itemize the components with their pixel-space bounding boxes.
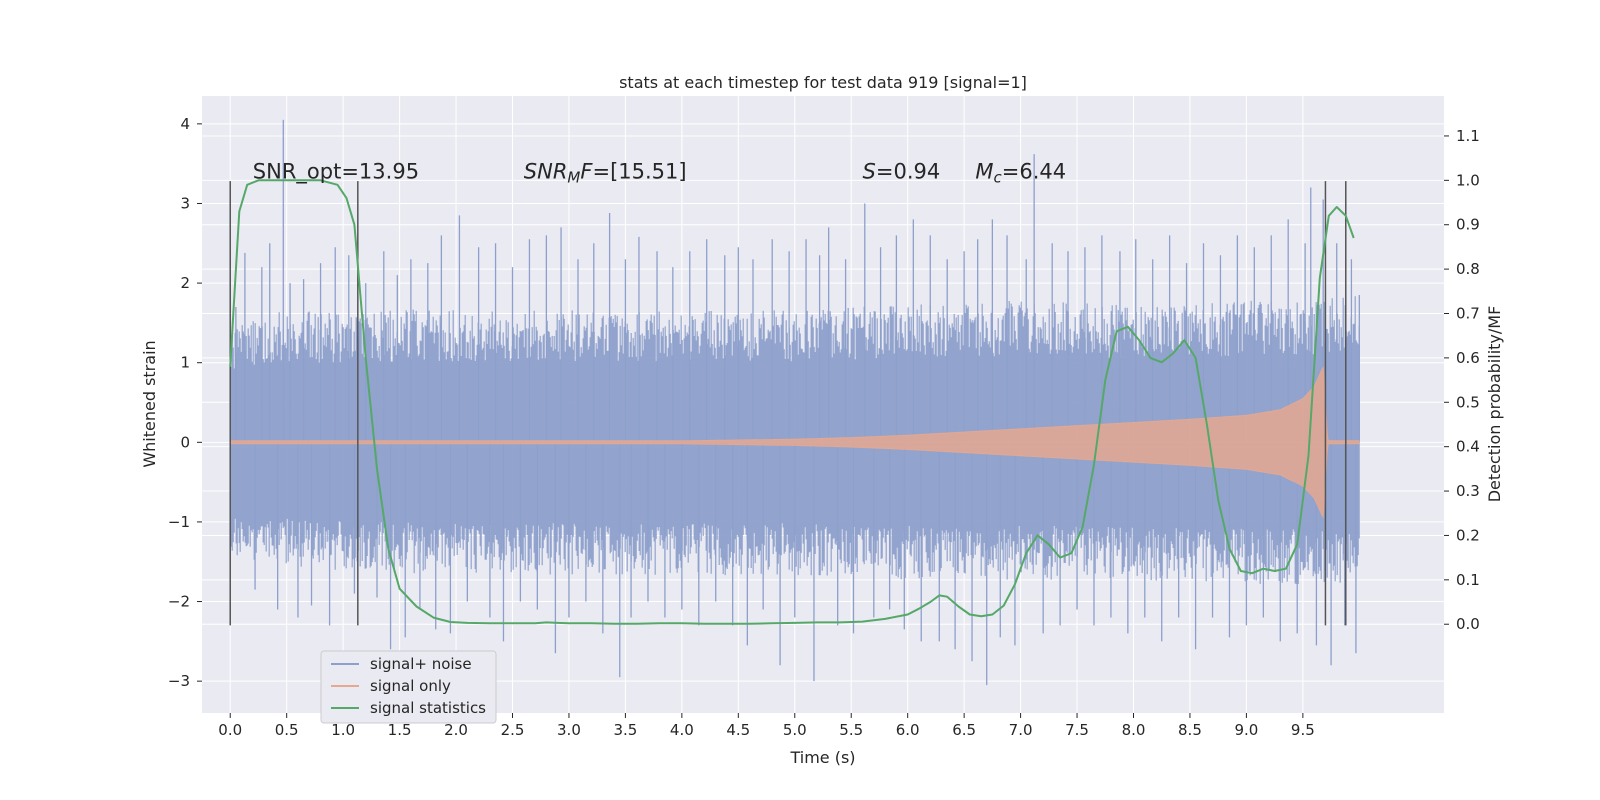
x-tick-label: 8.5 [1178,721,1202,739]
chart-title: stats at each timestep for test data 919… [619,73,1027,92]
signal-envelope [229,366,1360,519]
y-tick-label: 2 [180,274,190,292]
annotation: SNR_opt=13.95 [253,159,419,184]
series-signal-only [229,366,1360,519]
x-tick-label: 6.5 [952,721,976,739]
right-tick-label: 0.2 [1456,526,1480,544]
y-tick-label: −1 [168,513,190,531]
right-tick-label: 0.1 [1456,571,1480,589]
x-tick-label: 6.0 [896,721,920,739]
right-tick-label: 0.4 [1456,438,1480,456]
annotation: SNRMF=[15.51] [524,159,687,186]
series-signal-statistics [229,179,1355,625]
x-axis-title: Time (s) [789,748,855,767]
y-tick-label: 1 [180,354,190,372]
right-tick-label: 0.0 [1456,615,1480,633]
x-tick-label: 5.0 [783,721,807,739]
annotation: Mc=6.44 [975,159,1066,186]
annotations: SNR_opt=13.95 SNRMF=[15.51] S=0.94 Mc=6.44 [253,159,1066,186]
x-tick-label: 8.0 [1122,721,1146,739]
right-tick-label: 1.1 [1456,127,1480,145]
x-tick-label: 7.5 [1065,721,1089,739]
x-tick-label: 0.0 [218,721,242,739]
right-tick-label: 1.0 [1456,171,1480,189]
legend-box [320,650,497,724]
x-tick-label: 9.0 [1234,721,1258,739]
x-tick-label: 2.5 [501,721,525,739]
right-tick-label: 0.3 [1456,482,1480,500]
legend: signal+ noise signal only signal statist… [320,650,497,724]
x-tick-label: 1.0 [331,721,355,739]
statistics-line [229,179,1355,625]
x-tick-label: 5.5 [839,721,863,739]
right-tick-labels: 1.1 1.0 0.9 0.8 0.7 0.6 0.5 0.4 0.3 0.2 0.1 0.0 [1444,127,1480,633]
y-tick-label: −3 [168,672,190,690]
y-tick-label: −2 [168,593,190,611]
right-tick-label: 0.7 [1456,305,1480,323]
series-signal-plus-noise [229,119,1360,686]
right-axis-title: Detection probability/MF [1485,306,1504,503]
y-tick-label: 0 [180,433,190,451]
right-tick-label: 0.8 [1456,260,1480,278]
legend-label-signal-statistics: signal statistics [370,699,486,717]
y-tick-label: 3 [180,194,190,212]
x-tick-label: 1.5 [388,721,412,739]
legend-label-signal-only: signal only [370,677,451,695]
right-tick-label: 0.6 [1456,349,1480,367]
vertical-markers [229,181,1347,626]
x-tick-label: 9.5 [1291,721,1315,739]
y-tick-labels: 4 3 2 1 0 −1 −2 −3 [168,115,202,690]
x-tick-label: 4.5 [726,721,750,739]
x-tick-label: 4.0 [670,721,694,739]
right-tick-label: 0.5 [1456,393,1480,411]
y-tick-label: 4 [180,115,190,133]
annotation: S=0.94 [863,159,941,183]
x-tick-label: 3.5 [613,721,637,739]
x-tick-labels: 0.0 0.5 1.0 1.5 2.0 2.5 3.0 3.5 4.0 4.5 5.0 5.5 6.0 6… [218,713,1315,739]
legend-label-signal-noise: signal+ noise [370,655,472,673]
x-tick-label: 0.5 [275,721,299,739]
x-tick-label: 2.0 [444,721,468,739]
y-axis-title: Whitened strain [140,340,159,467]
x-tick-label: 3.0 [557,721,581,739]
x-tick-label: 7.0 [1009,721,1033,739]
right-tick-label: 0.9 [1456,216,1480,234]
